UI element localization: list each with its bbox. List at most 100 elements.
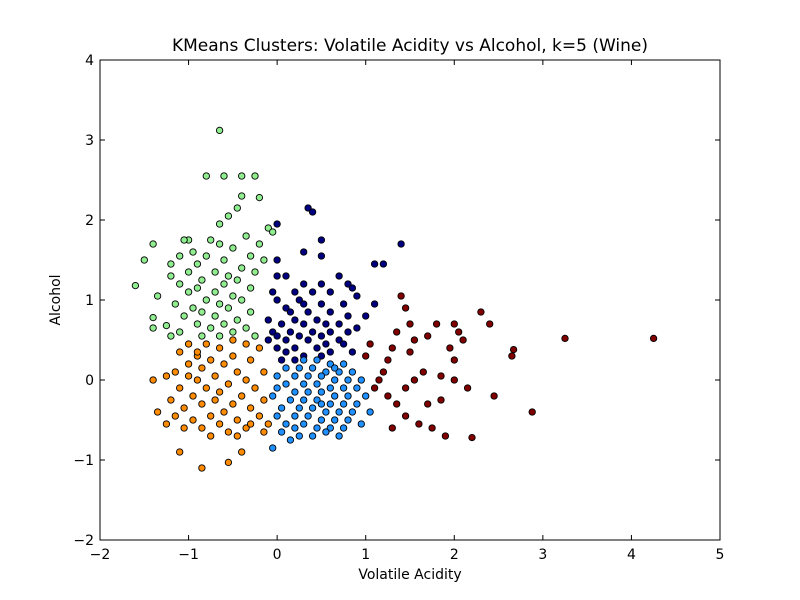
scatter-point-cluster-3 — [202, 340, 210, 348]
scatter-point-cluster-0 — [269, 328, 277, 336]
scatter-point-cluster-4 — [401, 384, 410, 392]
scatter-point-cluster-0 — [300, 300, 308, 308]
scatter-point-cluster-1 — [313, 396, 321, 404]
scatter-point-cluster-1 — [344, 416, 352, 424]
scatter-point-cluster-0 — [353, 292, 361, 300]
ticks-layer: −2 −1 0 1 2 3 4 5 −2 −1 0 1 2 3 4 — [73, 53, 724, 563]
scatter-point-cluster-0 — [313, 344, 321, 352]
scatter-point-cluster-4 — [486, 320, 494, 328]
scatter-point-cluster-2 — [215, 300, 224, 308]
scatter-point-cluster-2 — [211, 312, 219, 320]
scatter-point-cluster-4 — [490, 392, 498, 400]
scatter-point-cluster-3 — [224, 428, 233, 436]
scatter-point-cluster-3 — [229, 336, 237, 344]
scatter-point-cluster-2 — [220, 320, 228, 328]
scatter-point-cluster-3 — [251, 384, 259, 392]
scatter-point-cluster-3 — [224, 380, 233, 388]
scatter-point-cluster-3 — [202, 384, 210, 392]
scatter-point-cluster-4 — [401, 412, 410, 420]
scatter-point-cluster-0 — [335, 336, 343, 344]
scatter-point-cluster-1 — [322, 428, 330, 436]
scatter-point-cluster-1 — [282, 420, 290, 428]
scatter-point-cluster-1 — [269, 444, 277, 452]
scatter-point-cluster-1 — [304, 388, 312, 396]
scatter-point-cluster-2 — [189, 304, 197, 312]
scatter-point-cluster-2 — [224, 304, 233, 312]
scatter-point-cluster-4 — [424, 332, 432, 340]
scatter-point-cluster-0 — [322, 320, 330, 328]
scatter-point-cluster-0 — [322, 340, 330, 348]
y-tick-label: 4 — [85, 53, 94, 69]
scatter-point-cluster-3 — [246, 420, 255, 428]
scatter-point-cluster-2 — [180, 312, 188, 320]
scatter-point-cluster-0 — [326, 348, 334, 356]
scatter-point-cluster-1 — [282, 380, 290, 388]
scatter-point-cluster-3 — [162, 372, 171, 380]
scatter-point-cluster-1 — [269, 392, 277, 400]
scatter-point-cluster-4 — [459, 336, 467, 344]
scatter-point-cluster-0 — [317, 236, 326, 244]
scatter-point-cluster-0 — [282, 348, 290, 356]
scatter-point-cluster-4 — [406, 348, 414, 356]
scatter-point-cluster-0 — [326, 308, 334, 316]
scatter-point-cluster-1 — [339, 384, 348, 392]
scatter-point-cluster-1 — [286, 396, 295, 404]
scatter-point-cluster-3 — [184, 360, 193, 368]
y-tick-label: −1 — [73, 453, 94, 469]
scatter-point-cluster-3 — [229, 400, 237, 408]
scatter-point-cluster-3 — [238, 448, 246, 456]
points-layer — [131, 126, 658, 472]
scatter-point-cluster-1 — [326, 360, 334, 368]
scatter-point-cluster-3 — [176, 348, 184, 356]
scatter-point-cluster-4 — [415, 420, 423, 428]
x-tick-label: 1 — [361, 547, 370, 563]
scatter-point-cluster-2 — [260, 256, 268, 264]
scatter-point-cluster-0 — [344, 328, 352, 336]
scatter-point-cluster-3 — [198, 364, 206, 372]
scatter-point-cluster-3 — [149, 376, 157, 384]
scatter-point-cluster-3 — [198, 424, 206, 432]
scatter-point-cluster-1 — [322, 368, 330, 376]
scatter-point-cluster-0 — [300, 320, 308, 328]
scatter-point-cluster-4 — [528, 408, 536, 416]
scatter-point-cluster-2 — [242, 232, 250, 240]
scatter-point-cluster-2 — [233, 316, 241, 324]
scatter-point-cluster-2 — [251, 268, 259, 276]
scatter-point-cluster-1 — [295, 364, 303, 372]
scatter-point-cluster-4 — [446, 344, 454, 352]
scatter-point-cluster-0 — [326, 328, 334, 336]
scatter-point-cluster-2 — [255, 193, 264, 202]
scatter-point-cluster-2 — [176, 252, 184, 260]
scatter-point-cluster-2 — [176, 280, 184, 288]
scatter-point-cluster-1 — [308, 432, 317, 440]
scatter-point-cluster-1 — [313, 380, 321, 388]
scatter-point-cluster-3 — [220, 360, 228, 368]
x-tick-label: 5 — [716, 547, 725, 563]
scatter-point-cluster-3 — [211, 396, 219, 404]
scatter-point-cluster-3 — [233, 416, 241, 424]
scatter-point-cluster-2 — [171, 300, 179, 308]
x-tick-label: 4 — [627, 547, 636, 563]
scatter-point-cluster-2 — [233, 276, 241, 284]
scatter-point-cluster-1 — [335, 408, 343, 416]
scatter-point-cluster-2 — [211, 288, 219, 296]
y-tick-label: 3 — [85, 133, 94, 149]
scatter-point-cluster-2 — [193, 260, 202, 268]
scatter-point-cluster-4 — [468, 433, 476, 442]
scatter-point-cluster-4 — [463, 384, 472, 392]
scatter-point-cluster-1 — [344, 392, 352, 400]
scatter-point-cluster-1 — [353, 384, 361, 392]
scatter-point-cluster-0 — [304, 336, 312, 344]
scatter-point-cluster-1 — [335, 368, 343, 376]
scatter-point-cluster-3 — [220, 408, 228, 416]
scatter-point-cluster-0 — [300, 248, 308, 256]
scatter-point-cluster-3 — [184, 372, 193, 380]
scatter-point-cluster-0 — [362, 312, 370, 320]
scatter-point-cluster-4 — [366, 340, 374, 348]
scatter-point-cluster-0 — [295, 296, 303, 304]
scatter-point-cluster-2 — [215, 240, 224, 248]
scatter-point-cluster-4 — [455, 328, 463, 336]
scatter-point-cluster-1 — [273, 412, 281, 420]
scatter-point-cluster-3 — [246, 356, 255, 364]
